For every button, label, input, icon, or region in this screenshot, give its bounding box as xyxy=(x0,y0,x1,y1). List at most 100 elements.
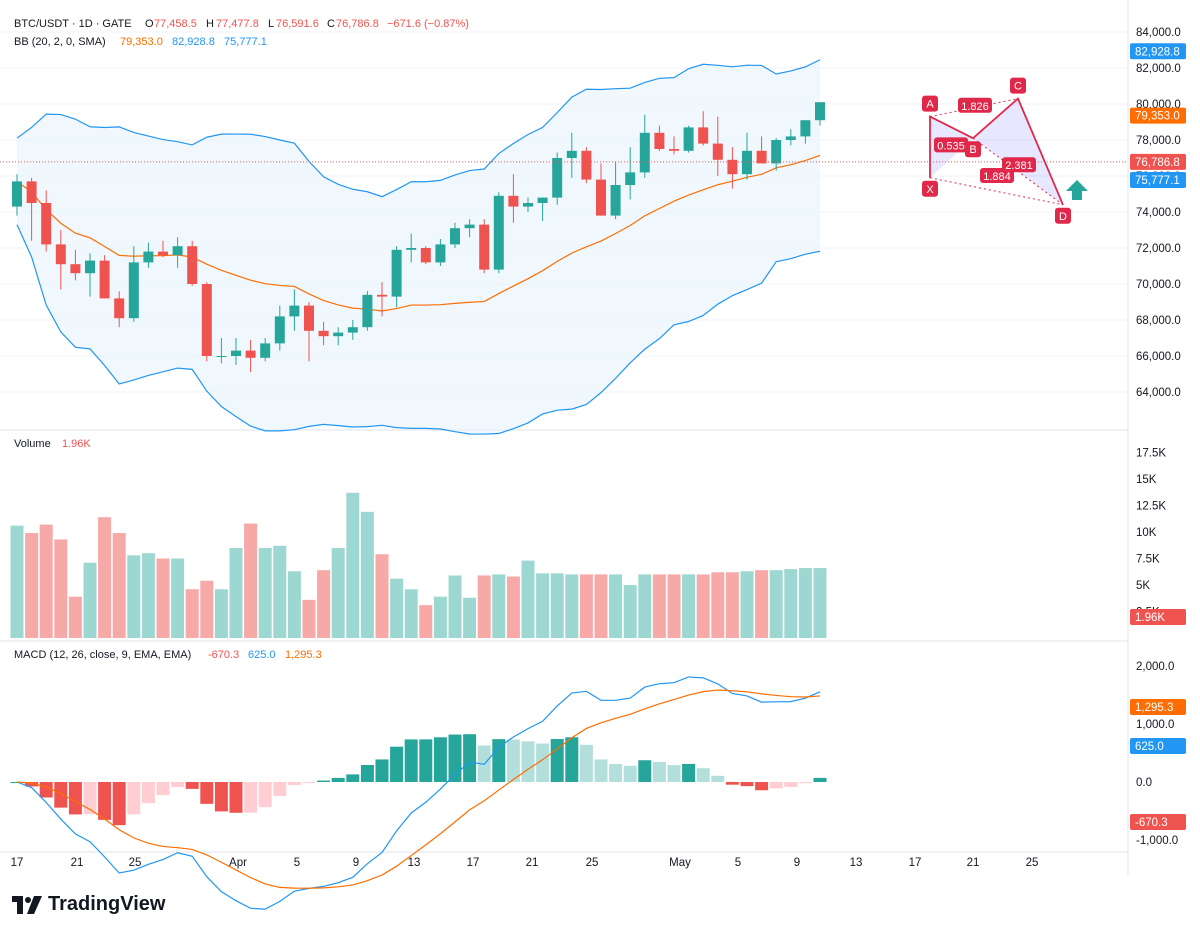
volume-bar[interactable] xyxy=(404,589,418,638)
candle[interactable] xyxy=(158,240,168,257)
macd-histogram-bar[interactable] xyxy=(609,764,623,782)
candle[interactable] xyxy=(537,197,548,221)
volume-bar[interactable] xyxy=(652,574,666,638)
volume-bar[interactable] xyxy=(638,574,652,638)
candle[interactable] xyxy=(756,136,767,164)
pattern-point-b[interactable]: B xyxy=(965,141,981,158)
candle[interactable] xyxy=(391,246,402,308)
candle[interactable] xyxy=(625,147,636,200)
candle[interactable] xyxy=(639,114,650,178)
volume-bar[interactable] xyxy=(579,574,593,638)
volume-bar[interactable] xyxy=(433,596,447,638)
macd-line[interactable] xyxy=(16,676,821,910)
macd-histogram-bar[interactable] xyxy=(346,774,360,782)
candle[interactable] xyxy=(552,152,563,205)
candle[interactable] xyxy=(523,197,533,212)
macd-histogram-bar[interactable] xyxy=(711,775,725,782)
candle[interactable] xyxy=(274,305,285,351)
volume-bar[interactable] xyxy=(68,596,82,638)
volume-bar[interactable] xyxy=(419,605,433,638)
pattern-point-c[interactable]: C xyxy=(1010,77,1026,94)
macd-histogram-bar[interactable] xyxy=(331,777,345,782)
volume-bar[interactable] xyxy=(156,558,170,639)
candle[interactable] xyxy=(508,174,519,223)
candle[interactable] xyxy=(187,240,198,286)
volume-bar[interactable] xyxy=(550,573,564,638)
candle[interactable] xyxy=(698,111,709,146)
macd-histogram-bar[interactable] xyxy=(506,739,520,782)
volume-bar[interactable] xyxy=(273,545,287,638)
volume-bar[interactable] xyxy=(171,558,185,639)
volume-bar[interactable] xyxy=(798,568,812,638)
volume-bar[interactable] xyxy=(141,553,155,638)
macd-histogram-bar[interactable] xyxy=(623,765,637,782)
pattern-point-x[interactable]: X xyxy=(922,180,938,197)
volume-bar[interactable] xyxy=(258,547,272,638)
macd-histogram-bar[interactable] xyxy=(419,739,433,782)
volume-bar[interactable] xyxy=(623,585,637,638)
candle[interactable] xyxy=(785,129,796,146)
candle[interactable] xyxy=(610,161,621,220)
macd-histogram-bar[interactable] xyxy=(360,764,374,782)
macd-histogram-bar[interactable] xyxy=(68,782,82,815)
macd-histogram-bar[interactable] xyxy=(141,782,155,804)
volume-bar[interactable] xyxy=(755,570,769,638)
macd-histogram-bar[interactable] xyxy=(98,782,112,820)
volume-bar[interactable] xyxy=(331,547,345,638)
volume-bar[interactable] xyxy=(769,570,783,638)
volume-bar[interactable] xyxy=(200,580,214,638)
macd-histogram-bar[interactable] xyxy=(229,782,243,813)
candle[interactable] xyxy=(333,327,344,346)
volume-bar[interactable] xyxy=(594,574,608,638)
volume-bar[interactable] xyxy=(112,533,126,638)
volume-bar[interactable] xyxy=(375,554,389,638)
macd-histogram-bar[interactable] xyxy=(667,765,681,782)
candle[interactable] xyxy=(712,116,723,176)
volume-bar[interactable] xyxy=(448,575,462,638)
candle[interactable] xyxy=(800,120,811,144)
volume-bar[interactable] xyxy=(83,562,97,638)
candle[interactable] xyxy=(727,147,738,189)
candle[interactable] xyxy=(669,136,679,155)
candle[interactable] xyxy=(172,237,183,268)
candle[interactable] xyxy=(216,338,227,364)
candle[interactable] xyxy=(450,222,460,248)
macd-histogram-bar[interactable] xyxy=(492,739,506,782)
volume-bar[interactable] xyxy=(696,574,710,638)
volume-bar[interactable] xyxy=(302,599,316,638)
candle[interactable] xyxy=(231,338,241,365)
macd-histogram-bar[interactable] xyxy=(594,759,608,782)
macd-histogram-bar[interactable] xyxy=(682,763,696,782)
macd-histogram-bar[interactable] xyxy=(317,780,331,782)
macd-histogram-bar[interactable] xyxy=(185,782,199,789)
candle[interactable] xyxy=(347,320,358,340)
macd-histogram-bar[interactable] xyxy=(784,782,798,787)
volume-bar[interactable] xyxy=(98,517,112,638)
candle[interactable] xyxy=(654,125,665,151)
macd-histogram-bar[interactable] xyxy=(375,759,389,782)
pattern-point-a[interactable]: A xyxy=(922,95,938,112)
candle[interactable] xyxy=(362,291,373,331)
candle[interactable] xyxy=(742,132,752,180)
candle[interactable] xyxy=(143,242,154,268)
candle[interactable] xyxy=(26,177,37,241)
candle[interactable] xyxy=(12,174,22,216)
macd-signal-line[interactable] xyxy=(16,689,821,889)
volume-bar[interactable] xyxy=(565,574,579,638)
volume-bar[interactable] xyxy=(463,597,477,638)
macd-histogram-bar[interactable] xyxy=(652,761,666,782)
volume-bar[interactable] xyxy=(492,574,506,638)
macd-histogram-bar[interactable] xyxy=(244,782,258,813)
macd-histogram-bar[interactable] xyxy=(39,782,53,798)
candle[interactable] xyxy=(318,321,329,346)
volume-bar[interactable] xyxy=(10,525,24,638)
candle[interactable] xyxy=(815,102,825,126)
macd-histogram-bar[interactable] xyxy=(302,782,316,783)
volume-bar[interactable] xyxy=(521,560,535,638)
macd-histogram-bar[interactable] xyxy=(127,782,141,815)
macd-histogram-bar[interactable] xyxy=(25,782,39,787)
macd-histogram-bar[interactable] xyxy=(463,734,477,782)
macd-histogram-bar[interactable] xyxy=(287,782,301,786)
candle[interactable] xyxy=(493,192,504,274)
